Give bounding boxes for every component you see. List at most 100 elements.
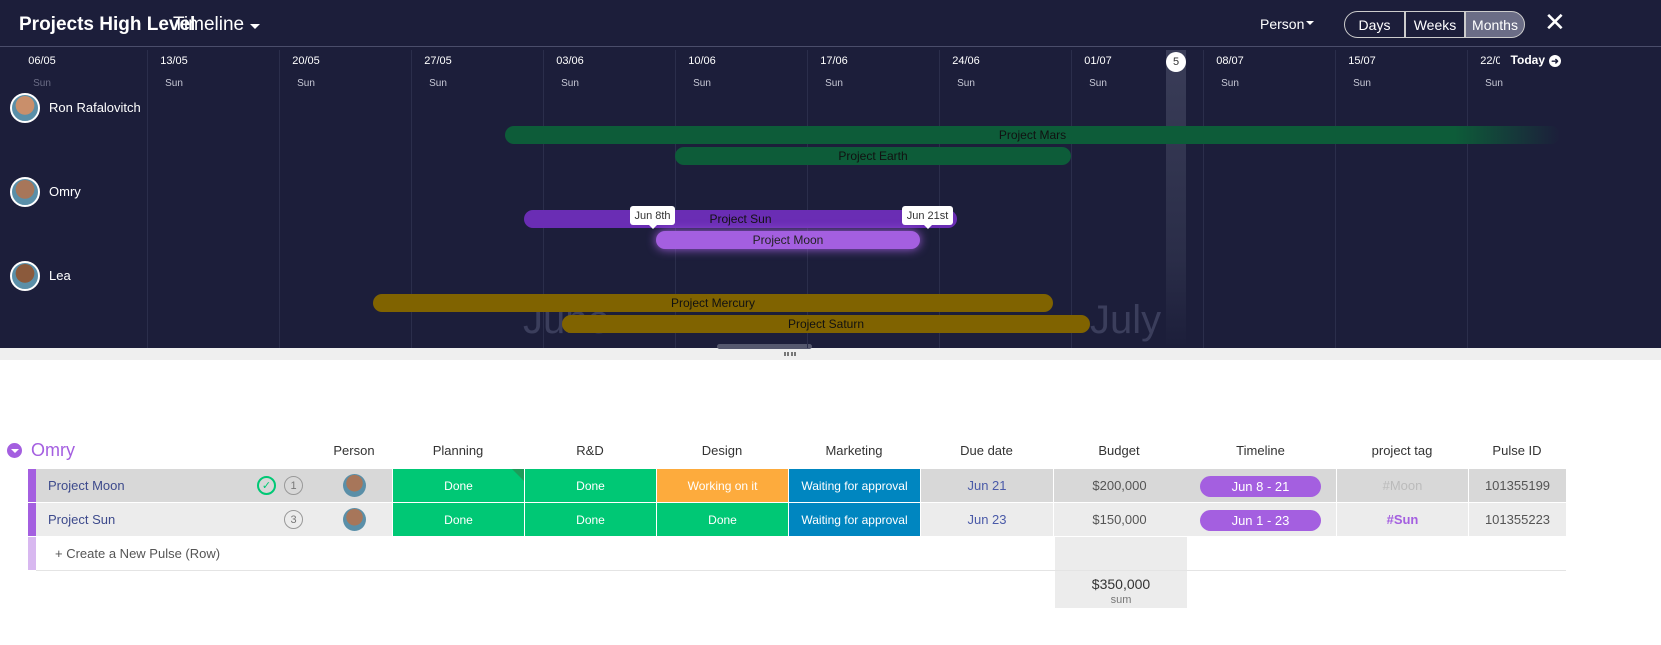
status-cell[interactable]: Waiting for approval — [788, 503, 920, 536]
week-day: Sun — [429, 78, 447, 89]
week-line — [147, 50, 148, 348]
week-day: Sun — [33, 78, 51, 89]
column-header: Marketing — [825, 443, 883, 458]
group-title[interactable]: Omry — [31, 440, 75, 460]
sum-cell — [1055, 537, 1187, 608]
week-date: 15/07 — [1348, 55, 1376, 67]
timeline-bar[interactable]: Project Moon — [656, 231, 920, 249]
timeline-bar[interactable]: Project Mars — [505, 126, 1560, 144]
tooltip-arrow — [923, 225, 932, 233]
scale-button[interactable]: Months — [1465, 11, 1525, 38]
status-cell[interactable]: Done — [392, 469, 524, 502]
column-header: Due date — [960, 443, 1013, 458]
cell: #Moon — [1336, 469, 1468, 502]
cell: Jun 23 — [920, 503, 1053, 536]
pulse-name[interactable]: Project Sun — [48, 512, 116, 527]
cell: 101355199 — [1468, 469, 1566, 502]
column-header: Timeline — [1236, 443, 1285, 458]
avatar — [10, 177, 40, 207]
week-date: 08/07 — [1216, 55, 1244, 67]
status-cell[interactable]: Done — [524, 469, 656, 502]
month-watermark: July — [1090, 298, 1162, 342]
timeline-bar[interactable]: Project Saturn — [562, 315, 1090, 333]
avatar — [10, 93, 40, 123]
week-line — [411, 50, 412, 348]
week-date: 03/06 — [556, 55, 584, 67]
group-toggle[interactable] — [7, 443, 22, 458]
scale-button[interactable]: Days — [1344, 11, 1405, 38]
header-line — [0, 46, 1661, 47]
person-avatar — [343, 474, 366, 497]
week-line — [279, 50, 280, 348]
splitter-grip[interactable] — [784, 352, 796, 356]
week-date: 10/06 — [688, 55, 716, 67]
cell: $150,000 — [1053, 503, 1185, 536]
tooltip-arrow — [648, 225, 657, 233]
timeline-panel — [0, 0, 1661, 348]
person-avatar — [343, 508, 366, 531]
timeline-pill[interactable]: Jun 1 - 23 — [1200, 510, 1321, 531]
today-column — [1166, 50, 1186, 348]
splitter — [0, 348, 1661, 360]
new-row-strip — [28, 537, 36, 570]
update-count[interactable]: 1 — [284, 476, 303, 495]
week-line — [1203, 50, 1204, 348]
update-count[interactable]: 3 — [284, 510, 303, 529]
timeline-bar[interactable]: Project Sun — [524, 210, 957, 228]
cell: $200,000 — [1053, 469, 1185, 502]
today-button[interactable]: Today — [1500, 53, 1561, 69]
today-icon: ➜ — [1549, 55, 1561, 67]
timeline-bar[interactable]: Project Earth — [675, 147, 1071, 165]
column-header: Pulse ID — [1492, 443, 1542, 458]
pulse-name[interactable]: Project Moon — [48, 478, 125, 493]
row-strip — [28, 469, 36, 502]
week-day: Sun — [165, 78, 183, 89]
status-cell[interactable]: Done — [656, 503, 788, 536]
status-cell[interactable]: Working on it — [656, 469, 788, 502]
group-by[interactable]: Person — [1260, 16, 1305, 32]
cell: #Sun — [1336, 503, 1468, 536]
week-line — [1467, 50, 1468, 348]
close[interactable]: ✕ — [1544, 7, 1566, 37]
person-name: Omry — [49, 184, 81, 199]
week-day: Sun — [957, 78, 975, 89]
row-strip — [28, 503, 36, 536]
person-name: Lea — [49, 268, 71, 283]
week-day: Sun — [825, 78, 843, 89]
status-cell[interactable]: Waiting for approval — [788, 469, 920, 502]
week-date: 20/05 — [292, 55, 320, 67]
sum-value: $350,000 — [1091, 576, 1151, 592]
status-cell[interactable]: Done — [524, 503, 656, 536]
view-name[interactable]: Timeline — [173, 14, 245, 35]
title: Projects High Level — [19, 14, 196, 35]
status-cell[interactable]: Done — [392, 503, 524, 536]
column-header: Design — [701, 443, 743, 458]
scale-button[interactable]: Weeks — [1405, 11, 1465, 38]
view-caret[interactable] — [250, 24, 260, 34]
splitter-handle[interactable] — [717, 344, 812, 349]
cell: 101355223 — [1468, 503, 1566, 536]
check-icon: ✓ — [257, 476, 276, 495]
week-day: Sun — [1089, 78, 1107, 89]
today-marker: 5 — [1166, 52, 1186, 72]
week-day: Sun — [561, 78, 579, 89]
week-date: 01/07 — [1084, 55, 1112, 67]
week-day: Sun — [693, 78, 711, 89]
week-date: 27/05 — [424, 55, 452, 67]
corner-flag — [512, 469, 524, 481]
tooltip: Jun 21st — [902, 206, 953, 225]
timeline-bar[interactable]: Project Mercury — [373, 294, 1053, 312]
column-header: Budget — [1098, 443, 1140, 458]
column-header: Planning — [432, 443, 484, 458]
new-row[interactable]: + Create a New Pulse (Row) — [55, 546, 221, 561]
column-header: Person — [333, 443, 375, 458]
group-caret[interactable] — [1306, 21, 1314, 29]
week-date: 17/06 — [820, 55, 848, 67]
week-date: 06/05 — [28, 55, 56, 67]
timeline-pill[interactable]: Jun 8 - 21 — [1200, 476, 1321, 497]
week-day: Sun — [1353, 78, 1371, 89]
week-line — [1071, 50, 1072, 348]
week-line — [807, 50, 808, 348]
week-line — [543, 50, 544, 348]
